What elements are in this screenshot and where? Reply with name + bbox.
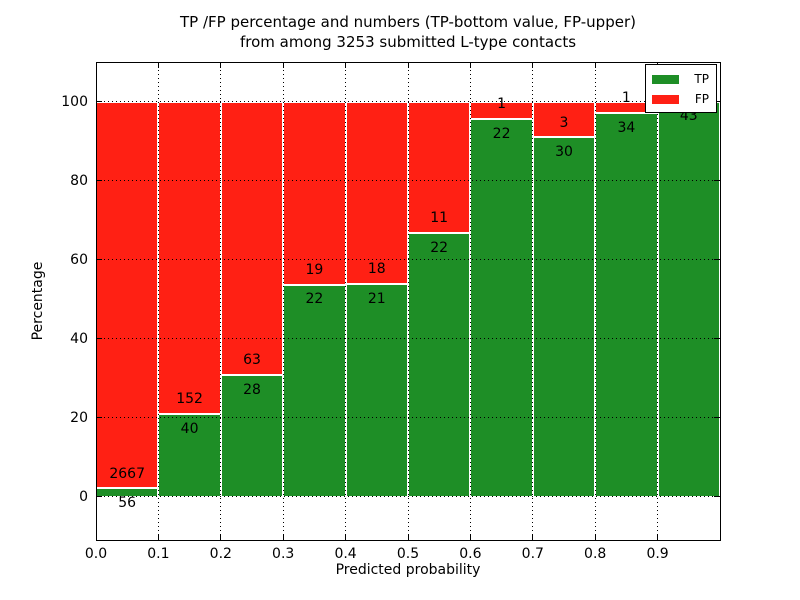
x-tick-mark (594, 534, 596, 540)
tp-bar-segment (158, 414, 221, 497)
x-tick-mark-top (469, 62, 471, 68)
tp-bar-segment (345, 283, 408, 497)
x-tick-mark-top (345, 62, 347, 68)
x-tick-mark (157, 534, 159, 540)
tp-count-label: 22 (430, 240, 449, 257)
x-tick-mark (220, 534, 222, 540)
fp-bar-segment (96, 101, 159, 489)
x-tick-label: 0.7 (521, 546, 544, 562)
fp-count-label: 63 (243, 352, 261, 369)
fp-bar-segment (283, 101, 346, 285)
tp-bar-segment (470, 118, 533, 497)
x-tick-label: 0.8 (584, 546, 607, 562)
tp-bar-segment (408, 233, 471, 497)
legend: TP FP (645, 64, 717, 113)
fp-bar-segment (470, 101, 533, 119)
tp-bar-segment (657, 101, 720, 497)
tp-count-label: 34 (617, 119, 636, 136)
x-tick-label: 0.4 (334, 546, 357, 562)
x-tick-label: 0.2 (209, 546, 232, 562)
x-tick-label: 0.6 (459, 546, 482, 562)
fp-bar-segment (220, 101, 284, 375)
x-tick-mark (95, 534, 97, 540)
tp-count-label: 21 (367, 290, 386, 307)
tp-count-label: 56 (118, 495, 137, 512)
fp-count-label: 3 (559, 114, 569, 131)
x-tick-label: 0.3 (272, 546, 295, 562)
fp-legend-swatch-icon (652, 94, 679, 104)
legend-item-tp: TP (652, 72, 709, 86)
x-tick-mark-top (532, 62, 534, 68)
tp-bar-segment (283, 284, 346, 497)
y-tick-label: 20 (70, 409, 88, 426)
x-tick-mark-top (594, 62, 596, 68)
y-tick-label: 40 (70, 330, 88, 347)
tp-legend-swatch-icon (652, 74, 679, 84)
tp-count-label: 22 (305, 291, 324, 308)
x-tick-label: 0.0 (84, 546, 108, 562)
fp-count-label: 1 (497, 95, 507, 112)
y-tick-label: 60 (70, 251, 88, 268)
tp-legend-label: TP (694, 72, 709, 86)
x-tick-mark (282, 534, 284, 540)
x-tick-mark-top (282, 62, 284, 68)
x-tick-mark (407, 534, 409, 540)
y-tick-label: 0 (79, 488, 88, 505)
tp-count-label: 30 (555, 144, 573, 161)
x-tick-label: 0.9 (646, 546, 669, 562)
x-tick-label: 0.1 (147, 546, 170, 562)
x-tick-mark (469, 534, 471, 540)
x-tick-mark (657, 534, 659, 540)
fp-bar-segment (408, 101, 471, 234)
tp-count-label: 28 (243, 381, 261, 398)
tp-count-label: 40 (180, 421, 199, 438)
fp-bar-segment (158, 101, 221, 415)
fp-bar-segment (532, 101, 596, 138)
fp-count-label: 152 (176, 391, 203, 408)
fp-count-label: 1 (621, 89, 631, 106)
legend-item-fp: FP (652, 92, 709, 106)
fp-count-label: 2667 (109, 465, 145, 482)
chart-title-line2: from among 3253 submitted L-type contact… (239, 33, 577, 51)
tp-count-label: 22 (492, 125, 511, 142)
fp-count-label: 19 (305, 261, 324, 278)
chart-title-line1: TP /FP percentage and numbers (TP-bottom… (180, 13, 636, 31)
x-tick-mark-top (407, 62, 409, 68)
x-tick-mark (345, 534, 347, 540)
y-tick-label: 100 (61, 93, 88, 110)
x-tick-mark-top (220, 62, 222, 68)
x-tick-mark (532, 534, 534, 540)
fp-bar-segment (345, 101, 408, 284)
tp-bar-segment (220, 374, 284, 497)
x-tick-mark-top (95, 62, 97, 68)
fp-count-label: 11 (430, 210, 449, 227)
fp-legend-label: FP (694, 92, 709, 106)
x-tick-label: 0.5 (396, 546, 420, 562)
tp-bar-segment (595, 112, 658, 497)
fp-count-label: 18 (367, 260, 386, 277)
x-tick-mark-top (157, 62, 159, 68)
y-tick-label: 80 (70, 172, 88, 189)
x-axis-label: Predicted probability (335, 562, 481, 578)
tp-bar-segment (532, 137, 596, 497)
